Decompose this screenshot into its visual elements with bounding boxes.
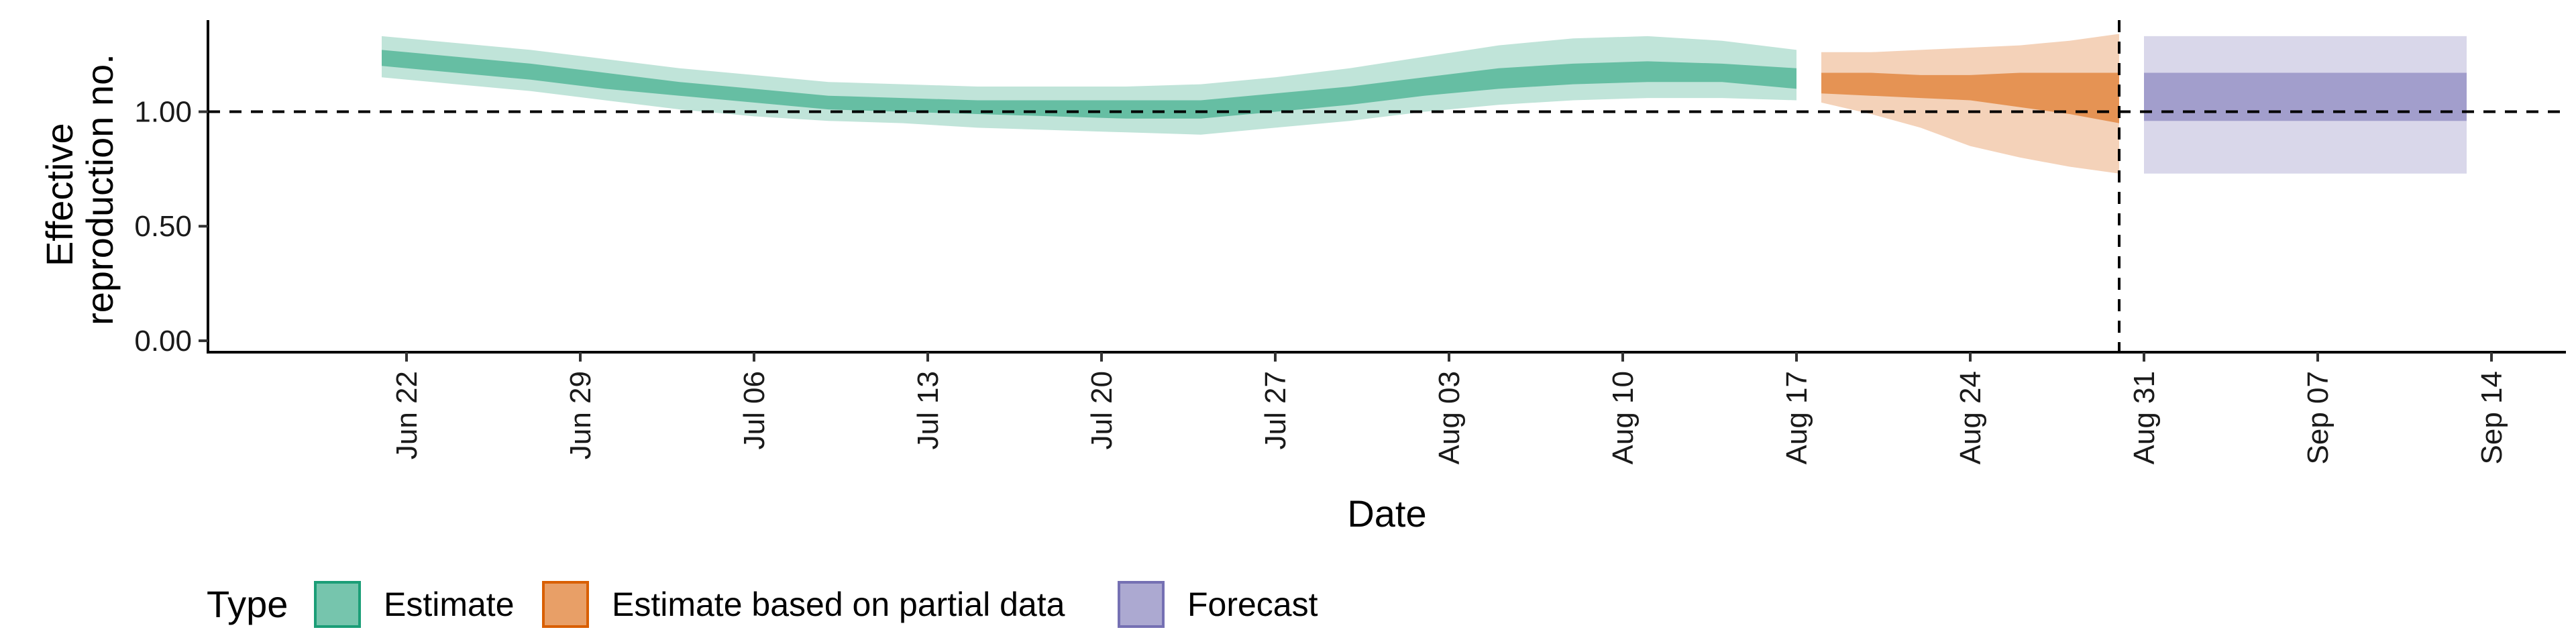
axes (207, 20, 2566, 354)
x-tick-label: Aug 03 (1433, 371, 1466, 464)
x-axis-title: Date (1347, 492, 1426, 535)
y-axis-title-line-2: reproduction no. (78, 54, 121, 325)
y-tick-label: 0.50 (134, 210, 192, 243)
x-tick-label: Aug 31 (2128, 371, 2161, 464)
x-axis-ticks: Jun 22 Jun 29 Jul 06 Jul 13 Jul 20 Jul 27 Aug … (390, 352, 2508, 464)
legend-title: Type (207, 583, 288, 625)
x-tick-label: Jul 20 (1085, 371, 1118, 449)
legend-swatch-estimate (314, 581, 361, 628)
legend-label-estimate: Estimate (384, 586, 515, 623)
uncertainty-bands (382, 34, 2467, 174)
reference-lines (208, 20, 2566, 352)
x-tick-label: Jul 27 (1259, 371, 1292, 449)
legend-swatch-estimate-based-on-partial-data (542, 581, 589, 628)
legend-label-estimate-based-on-partial-data: Estimate based on partial data (612, 586, 1065, 623)
y-axis-title-line-1: Effective (38, 123, 80, 266)
estimate-based-on-partial-data-outer-band (1821, 34, 2119, 174)
y-axis-title: Effective reproduction no. (38, 54, 121, 325)
x-tick-label: Sep 07 (2302, 371, 2334, 464)
estimate-outer-band (382, 36, 1796, 135)
x-tick-label: Jun 29 (564, 371, 597, 460)
x-tick-label: Aug 17 (1780, 371, 1813, 464)
x-tick-label: Jun 22 (390, 371, 423, 460)
x-tick-label: Sep 14 (2475, 371, 2508, 464)
y-tick-label: 0.00 (134, 325, 192, 358)
forecast-inner-band (2144, 72, 2467, 121)
y-axis-ticks: 0.00 0.50 1.00 (134, 96, 208, 358)
x-tick-label: Aug 24 (1954, 371, 1987, 464)
legend: Type Estimate Estimate based on partial d… (207, 581, 1318, 628)
x-tick-label: Jul 06 (738, 371, 771, 449)
y-tick-label: 1.00 (134, 96, 192, 129)
legend-label-forecast: Forecast (1187, 586, 1318, 623)
estimate-inner-band (382, 50, 1796, 119)
legend-swatch-forecast (1118, 581, 1165, 628)
x-tick-label: Aug 10 (1607, 371, 1640, 464)
x-tick-label: Jul 13 (912, 371, 945, 449)
